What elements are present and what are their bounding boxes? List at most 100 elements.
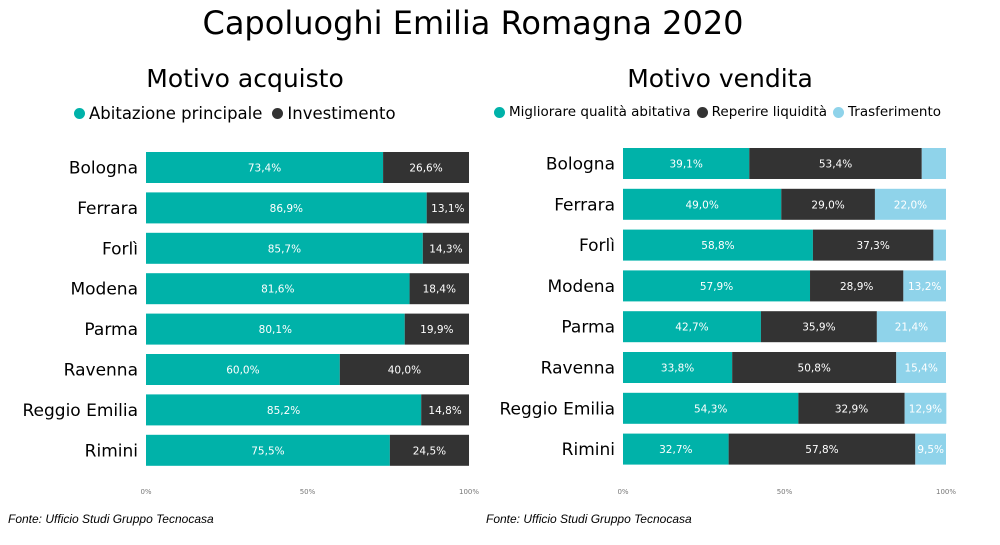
legend-item-trasferimento: Trasferimento	[833, 104, 941, 120]
data-label-0-1-3: 18,4%	[423, 284, 456, 296]
data-label-1-0-0: 39,1%	[669, 159, 702, 171]
data-label-0-1-5: 40,0%	[388, 365, 421, 377]
bar-1-2-7	[915, 433, 946, 465]
bar-1-1-7	[728, 433, 916, 465]
bar-1-0-6	[623, 392, 799, 424]
legend-label: Reperire liquidità	[711, 104, 827, 120]
category-label-0-7: Rimini	[85, 441, 138, 461]
bar-0-1-7	[389, 434, 470, 466]
source-note-acquisto: Fonte: Ufficio Studi Gruppo Tecnocasa	[8, 512, 214, 526]
legend-label: Abitazione principale	[89, 104, 263, 123]
category-label-0-1: Ferrara	[77, 199, 138, 219]
data-label-0-1-2: 14,3%	[429, 243, 462, 255]
legend-item-liquidita: Reperire liquidità	[696, 104, 827, 120]
source-note-vendita: Fonte: Ufficio Studi Gruppo Tecnocasa	[486, 512, 692, 526]
data-label-1-0-5: 33,8%	[661, 363, 694, 375]
x-tick-label-0-1: 50%	[300, 488, 316, 496]
bar-0-0-0	[146, 152, 384, 183]
legend-swatch-liquidita	[696, 106, 708, 118]
bar-1-0-3	[623, 270, 811, 302]
legend-acquisto: Abitazione principale Investimento	[74, 104, 406, 123]
bar-0-1-4	[404, 313, 469, 345]
bar-0-1-6	[421, 394, 469, 426]
category-label-1-1: Ferrara	[554, 195, 615, 215]
x-tick-label-1-1: 50%	[777, 488, 793, 496]
category-label-1-5: Ravenna	[541, 359, 615, 379]
legend-item-migliorare: Migliorare qualità abitativa	[494, 104, 691, 120]
bar-1-1-3	[810, 270, 904, 302]
bar-1-1-4	[760, 311, 877, 343]
category-label-0-2: Forlì	[102, 239, 138, 259]
x-tick-label-0-2: 100%	[459, 488, 479, 496]
category-label-1-4: Parma	[561, 318, 615, 338]
bar-0-0-7	[146, 434, 390, 466]
legend-label: Migliorare qualità abitativa	[509, 104, 691, 120]
data-label-1-2-6: 12,9%	[909, 403, 942, 415]
data-label-0-1-7: 24,5%	[413, 445, 446, 457]
data-label-1-2-1: 22,0%	[894, 199, 927, 211]
category-label-0-0: Bologna	[69, 159, 138, 179]
bar-1-0-1	[623, 188, 782, 220]
bar-0-1-0	[383, 152, 469, 183]
data-label-0-0-0: 73,4%	[248, 163, 281, 175]
data-label-1-2-7: 9,5%	[917, 444, 944, 456]
main-title: Capoluoghi Emilia Romagna 2020	[202, 4, 744, 42]
legend-label: Investimento	[287, 104, 396, 123]
bar-0-1-3	[409, 273, 469, 305]
category-label-1-2: Forlì	[579, 236, 615, 256]
data-label-0-0-2: 85,7%	[268, 243, 301, 255]
data-label-1-0-2: 58,8%	[701, 240, 734, 252]
bar-0-0-2	[146, 232, 423, 264]
data-label-0-1-4: 19,9%	[420, 324, 453, 336]
bar-1-1-5	[732, 352, 897, 383]
bar-1-1-0	[749, 148, 922, 179]
legend-item-abitazione: Abitazione principale	[74, 104, 262, 123]
bar-1-0-7	[623, 433, 729, 465]
category-label-1-7: Rimini	[562, 440, 615, 460]
category-label-0-3: Modena	[70, 280, 138, 300]
data-label-0-0-7: 75,5%	[251, 445, 284, 457]
bar-1-2-4	[876, 311, 946, 343]
data-label-1-1-2: 37,3%	[856, 240, 889, 252]
data-label-1-1-7: 57,8%	[805, 444, 838, 456]
data-label-1-0-4: 42,7%	[675, 322, 708, 334]
bar-1-0-5	[623, 352, 733, 383]
data-label-1-1-3: 28,9%	[840, 281, 873, 293]
bar-0-0-1	[146, 192, 427, 224]
category-label-1-6: Reggio Emilia	[499, 399, 615, 419]
data-label-1-1-4: 35,9%	[802, 322, 835, 334]
bar-1-1-1	[781, 188, 875, 220]
data-label-1-1-0: 53,4%	[819, 159, 852, 171]
bar-1-1-6	[798, 392, 905, 424]
bar-1-2-5	[896, 352, 946, 383]
category-label-0-4: Parma	[84, 320, 138, 340]
bar-1-1-2	[812, 229, 934, 261]
bar-1-2-0	[921, 148, 946, 179]
data-label-1-0-1: 49,0%	[685, 199, 718, 211]
bar-1-2-6	[904, 392, 947, 424]
data-label-1-0-6: 54,3%	[694, 403, 727, 415]
bar-0-0-3	[146, 273, 410, 305]
x-tick-label-0-0: 0%	[140, 488, 151, 496]
legend-swatch-abitazione	[74, 108, 85, 119]
data-label-0-1-0: 26,6%	[409, 163, 442, 175]
data-label-0-1-6: 14,8%	[428, 405, 461, 417]
data-label-1-1-6: 32,9%	[835, 403, 868, 415]
bar-0-1-1	[426, 192, 469, 224]
data-label-1-1-5: 50,8%	[798, 363, 831, 375]
data-label-0-0-1: 86,9%	[270, 203, 303, 215]
x-tick-label-1-0: 0%	[617, 488, 628, 496]
legend-label: Trasferimento	[848, 104, 942, 120]
chart-title-vendita: Motivo vendita	[627, 64, 813, 93]
category-label-0-6: Reggio Emilia	[22, 401, 138, 421]
data-label-0-0-4: 80,1%	[259, 324, 292, 336]
data-label-0-0-5: 60,0%	[226, 365, 259, 377]
bar-1-2-3	[903, 270, 946, 302]
bar-1-2-2	[933, 229, 946, 261]
data-label-1-0-7: 32,7%	[659, 444, 692, 456]
data-label-1-2-5: 15,4%	[904, 363, 937, 375]
bar-1-0-4	[623, 311, 761, 343]
bar-0-0-5	[146, 354, 340, 385]
bar-1-0-0	[623, 148, 750, 179]
category-label-1-3: Modena	[547, 277, 615, 297]
